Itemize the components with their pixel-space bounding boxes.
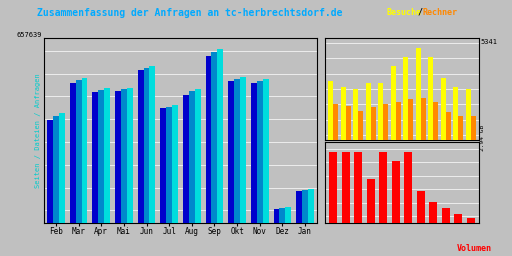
Bar [416,48,421,140]
Bar [466,218,475,223]
Bar [150,66,155,223]
Bar [417,191,425,223]
Bar [81,78,88,223]
Bar [257,81,263,223]
Bar [404,152,412,223]
Bar [346,106,351,140]
Bar [465,89,471,140]
Bar [421,99,425,140]
Bar [353,89,358,140]
Bar [47,120,53,223]
Bar [138,70,143,223]
Bar [240,77,246,223]
Text: 2.94 GB: 2.94 GB [480,125,485,151]
Bar [127,88,133,223]
Bar [166,107,172,223]
Bar [429,202,437,223]
Bar [453,87,458,140]
Bar [378,83,383,140]
Bar [383,104,388,140]
Text: /: / [417,8,422,17]
Bar [59,113,65,223]
Bar [445,112,451,140]
Bar [471,116,476,140]
Text: Volumen: Volumen [457,244,492,253]
Bar [391,66,396,140]
Bar [392,161,400,223]
Bar [121,89,127,223]
Bar [342,152,350,223]
Bar [218,49,223,223]
Bar [329,152,337,223]
Bar [441,208,450,223]
Bar [433,102,438,140]
Bar [354,152,362,223]
Text: Rechner: Rechner [422,8,457,17]
Bar [328,81,333,140]
Text: Zusammenfassung der Anfragen an tc-herbrechtsdorf.de: Zusammenfassung der Anfragen an tc-herbr… [37,8,342,18]
Bar [403,57,408,140]
Bar [396,102,401,140]
Bar [428,57,433,140]
Bar [189,91,195,223]
Bar [408,100,413,140]
Bar [143,68,150,223]
Bar [234,79,240,223]
Y-axis label: Seiten / Dateien / Anfragen: Seiten / Dateien / Anfragen [35,73,41,188]
Bar [280,208,285,223]
Bar [358,111,363,140]
Bar [296,191,302,223]
Bar [366,83,371,140]
Bar [308,189,314,223]
Bar [379,152,387,223]
Bar [333,104,338,140]
Bar [263,79,268,223]
Bar [251,83,257,223]
Bar [93,92,98,223]
Bar [273,209,280,223]
Bar [228,81,234,223]
Bar [340,87,346,140]
Bar [160,109,166,223]
Bar [172,105,178,223]
Text: 657639: 657639 [17,31,42,38]
Bar [104,88,110,223]
Bar [285,207,291,223]
Bar [76,80,81,223]
Bar [195,89,201,223]
Bar [441,78,445,140]
Bar [115,91,121,223]
Bar [302,189,308,223]
Bar [371,107,376,140]
Bar [183,95,189,223]
Bar [70,83,76,223]
Bar [98,90,104,223]
Bar [367,179,375,223]
Bar [454,214,462,223]
Text: Besuche: Besuche [387,8,421,17]
Bar [53,116,59,223]
Bar [211,52,218,223]
Text: 5341: 5341 [480,39,497,45]
Bar [206,56,211,223]
Bar [458,116,463,140]
